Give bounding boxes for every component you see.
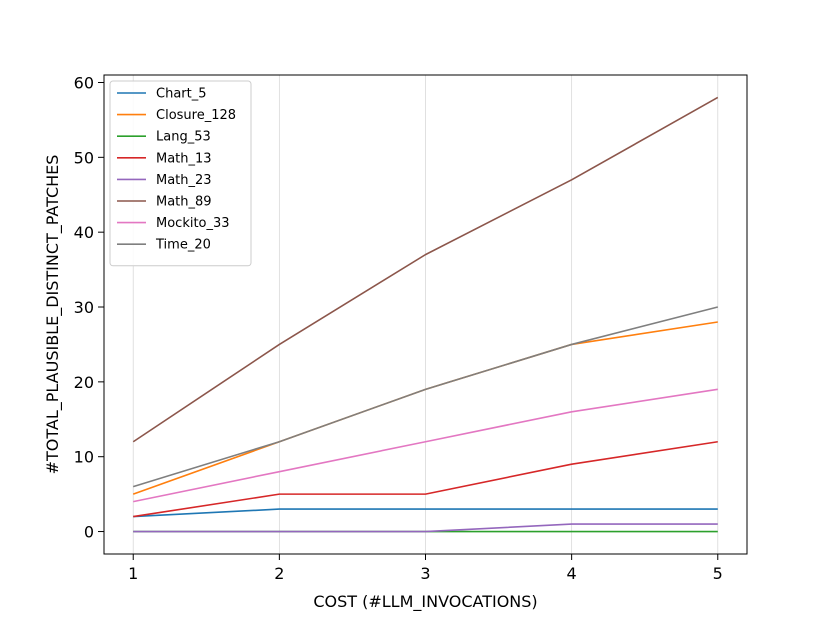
- y-tick-label: 10: [74, 448, 94, 467]
- legend-label-closure-128: Closure_128: [156, 108, 236, 123]
- y-axis-ticks: 0 10 20 30 40 50 60: [74, 73, 104, 542]
- grid: [132, 75, 719, 554]
- x-tick-label: 2: [274, 564, 284, 583]
- legend-label-math-89: Math_89: [156, 195, 212, 210]
- series-line-math-13: [133, 440, 718, 518]
- x-tick-label: 4: [567, 564, 577, 583]
- y-axis-label: #TOTAL_PLAUSIBLE_DISTINCT_PATCHES: [43, 155, 63, 475]
- series-line-math-23: [133, 523, 718, 533]
- legend-label-time-20: Time_20: [155, 238, 211, 253]
- x-tick-label: 3: [420, 564, 430, 583]
- y-tick-label: 30: [74, 298, 94, 317]
- y-tick-label: 40: [74, 223, 94, 242]
- legend-label-math-23: Math_23: [156, 173, 212, 188]
- series-line-mockito-33: [133, 388, 718, 503]
- y-tick-label: 60: [74, 73, 94, 92]
- legend-label-mockito-33: Mockito_33: [156, 216, 230, 231]
- legend-box: [109, 80, 252, 267]
- x-tick-label: 1: [128, 564, 138, 583]
- legend-label-lang-53: Lang_53: [156, 130, 211, 145]
- series-line-time-20: [132, 306, 718, 488]
- y-tick-label: 20: [74, 373, 94, 392]
- x-axis-label: COST (#LLM_INVOCATIONS): [313, 592, 537, 612]
- series-line-chart-5: [133, 508, 718, 518]
- series-lines: [132, 96, 719, 533]
- y-tick-label: 0: [84, 523, 94, 542]
- x-tick-label: 5: [713, 564, 723, 583]
- legend-label-math-13: Math_13: [156, 151, 212, 166]
- series-line-math-89: [132, 96, 719, 443]
- legend-label-chart-5: Chart_5: [156, 87, 207, 102]
- y-tick-label: 50: [74, 148, 94, 167]
- legend: Chart_5 Closure_128 Lang_53 Math_13 Math_23 M…: [109, 80, 252, 267]
- x-axis-ticks: 1 2 3 4 5: [128, 554, 723, 583]
